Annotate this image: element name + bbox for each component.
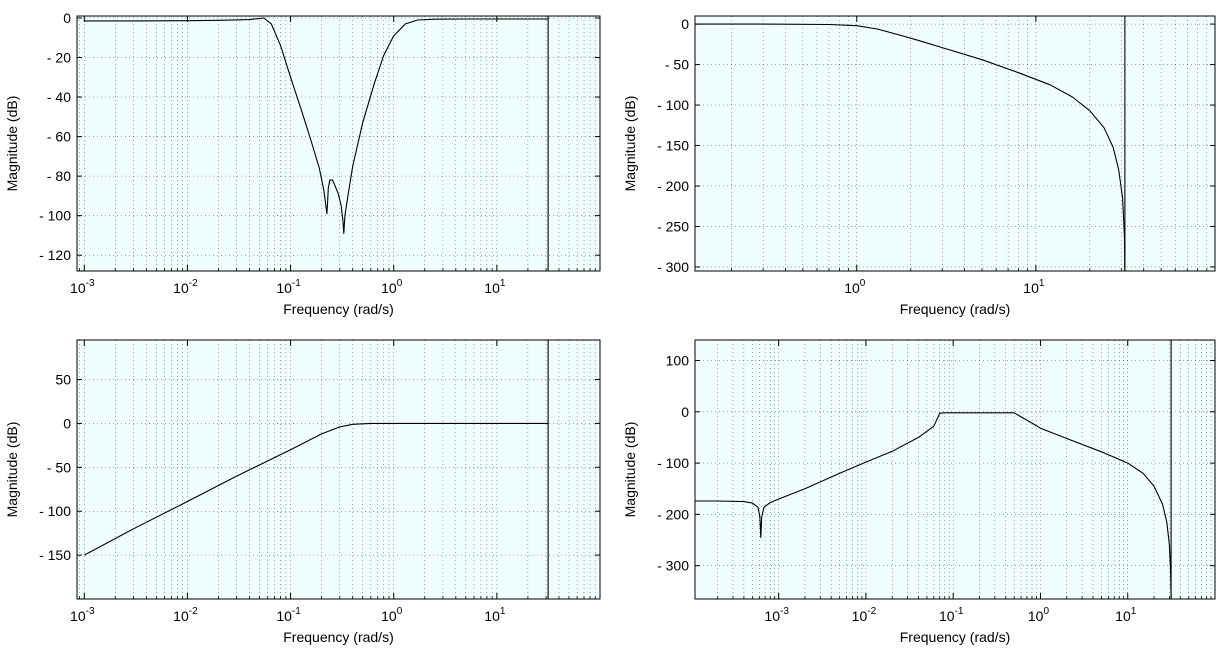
x-tick-label: 100 bbox=[381, 606, 403, 624]
chart-bottom-left-plot-area bbox=[77, 340, 600, 599]
y-tick-label: 50 bbox=[55, 372, 71, 388]
y-tick-label: 0 bbox=[681, 404, 689, 420]
x-tick-label: 101 bbox=[484, 606, 506, 624]
y-tick-label: - 50 bbox=[47, 459, 71, 475]
chart-bottom-right-y-axis-label: Magnitude (dB) bbox=[622, 422, 638, 518]
chart-top-left-x-axis-label: Frequency (rad/s) bbox=[283, 301, 393, 317]
chart-bottom-left: 50 0 - 50 - 100 - 150 10-3 10-2 10-1 100 101 Frequ… bbox=[4, 340, 600, 645]
x-tick-label: 10-2 bbox=[173, 278, 198, 296]
y-tick-label: - 50 bbox=[665, 57, 689, 73]
y-tick-label: 0 bbox=[63, 415, 71, 431]
y-tick-label: 0 bbox=[63, 10, 71, 26]
chart-bottom-right: 100 0 - 100 - 200 - 300 10-3 10-2 10-1 100 101 Fre… bbox=[622, 340, 1215, 645]
y-tick-label: - 60 bbox=[47, 129, 71, 145]
x-tick-label: 10-1 bbox=[939, 606, 964, 624]
chart-top-left: 0 - 20 - 40 - 60 - 80 - 100 - 120 10-3 10-2 10-1 1… bbox=[4, 10, 600, 317]
x-tick-label: 10-3 bbox=[764, 606, 789, 624]
chart-top-left-plot-area bbox=[77, 16, 600, 271]
y-tick-label: 100 bbox=[666, 353, 690, 369]
y-tick-label: - 300 bbox=[657, 259, 689, 275]
x-tick-label: 10-3 bbox=[70, 278, 95, 296]
y-tick-label: 0 bbox=[681, 16, 689, 32]
x-tick-label: 10-3 bbox=[70, 606, 95, 624]
chart-top-right: 0 - 50 - 100 - 150 - 200 - 250 - 300 100 101 Freq… bbox=[622, 16, 1215, 317]
chart-top-left-y-axis-label: Magnitude (dB) bbox=[4, 96, 20, 192]
y-tick-label: - 150 bbox=[39, 547, 71, 563]
x-tick-label: 10-1 bbox=[276, 606, 301, 624]
y-tick-label: - 20 bbox=[47, 50, 71, 66]
y-tick-label: - 200 bbox=[657, 178, 689, 194]
chart-bottom-left-y-axis-label: Magnitude (dB) bbox=[4, 422, 20, 518]
x-tick-label: 101 bbox=[1023, 278, 1045, 296]
y-tick-label: - 200 bbox=[657, 506, 689, 522]
chart-top-right-plot-area bbox=[695, 16, 1215, 271]
y-tick-label: - 100 bbox=[657, 97, 689, 113]
y-tick-label: - 40 bbox=[47, 89, 71, 105]
y-tick-label: - 120 bbox=[39, 247, 71, 263]
y-tick-label: - 250 bbox=[657, 218, 689, 234]
chart-top-right-x-axis-label: Frequency (rad/s) bbox=[900, 301, 1010, 317]
x-tick-label: 100 bbox=[1028, 606, 1050, 624]
x-tick-label: 10-1 bbox=[276, 278, 301, 296]
y-tick-label: - 150 bbox=[657, 138, 689, 154]
x-tick-label: 10-2 bbox=[852, 606, 877, 624]
y-tick-label: - 100 bbox=[39, 503, 71, 519]
y-tick-label: - 100 bbox=[39, 208, 71, 224]
x-tick-label: 10-2 bbox=[173, 606, 198, 624]
x-tick-label: 101 bbox=[1115, 606, 1137, 624]
chart-top-right-y-axis-label: Magnitude (dB) bbox=[622, 96, 638, 192]
x-tick-label: 100 bbox=[844, 278, 866, 296]
y-tick-label: - 300 bbox=[657, 558, 689, 574]
x-tick-label: 101 bbox=[484, 278, 506, 296]
chart-bottom-left-x-axis-label: Frequency (rad/s) bbox=[283, 629, 393, 645]
y-tick-label: - 80 bbox=[47, 168, 71, 184]
chart-bottom-right-x-axis-label: Frequency (rad/s) bbox=[900, 629, 1010, 645]
y-tick-label: - 100 bbox=[657, 455, 689, 471]
x-tick-label: 100 bbox=[381, 278, 403, 296]
